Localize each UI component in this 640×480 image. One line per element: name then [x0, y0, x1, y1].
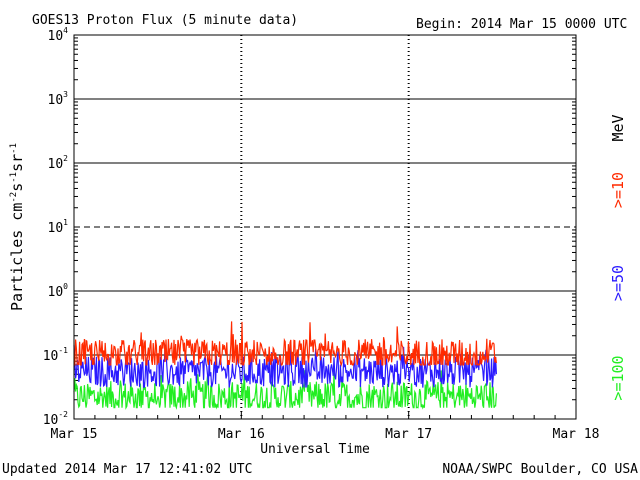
x-tick-label: Mar 18 — [553, 427, 600, 442]
flux-series-line — [73, 344, 497, 388]
plot-frame — [73, 34, 577, 420]
y-tick-label: 10-1 — [43, 346, 68, 364]
y-tick-label: 102 — [48, 154, 69, 172]
x-tick-label: Mar 16 — [218, 427, 265, 442]
plot-grid — [73, 34, 577, 420]
energy-legend: MeV >=10 >=50 >=100 — [609, 114, 627, 400]
y-tick-label: 101 — [48, 218, 69, 236]
plot-data — [73, 321, 497, 410]
y-tick-label: 104 — [48, 26, 69, 44]
updated-timestamp: Updated 2014 Mar 17 12:41:02 UTC — [2, 462, 252, 477]
flux-series-line — [74, 321, 497, 368]
y-tick-label: 103 — [48, 90, 69, 108]
y-axis-label: Particles cm-2s-1sr-1 — [8, 143, 26, 311]
y-tick-label: 100 — [48, 282, 69, 300]
x-axis-tick-labels: Mar 15 Mar 16 Mar 17 Mar 18 — [51, 427, 600, 442]
x-axis-label: Universal Time — [260, 442, 370, 457]
energy-label: >=10 — [609, 172, 627, 208]
y-axis-tick-labels: 104 103 102 101 100 10-1 10-2 — [43, 26, 68, 428]
energy-label: MeV — [609, 114, 627, 141]
source-credit: NOAA/SWPC Boulder, CO USA — [442, 462, 638, 477]
chart-title: GOES13 Proton Flux (5 minute data) — [32, 13, 298, 28]
energy-label: >=50 — [609, 265, 627, 301]
flux-series-line — [73, 370, 497, 410]
x-tick-label: Mar 17 — [385, 427, 432, 442]
y-tick-label: 10-2 — [43, 410, 68, 428]
begin-time-label: Begin: 2014 Mar 15 0000 UTC — [416, 17, 627, 32]
energy-label: >=100 — [609, 355, 627, 400]
x-tick-label: Mar 15 — [51, 427, 98, 442]
